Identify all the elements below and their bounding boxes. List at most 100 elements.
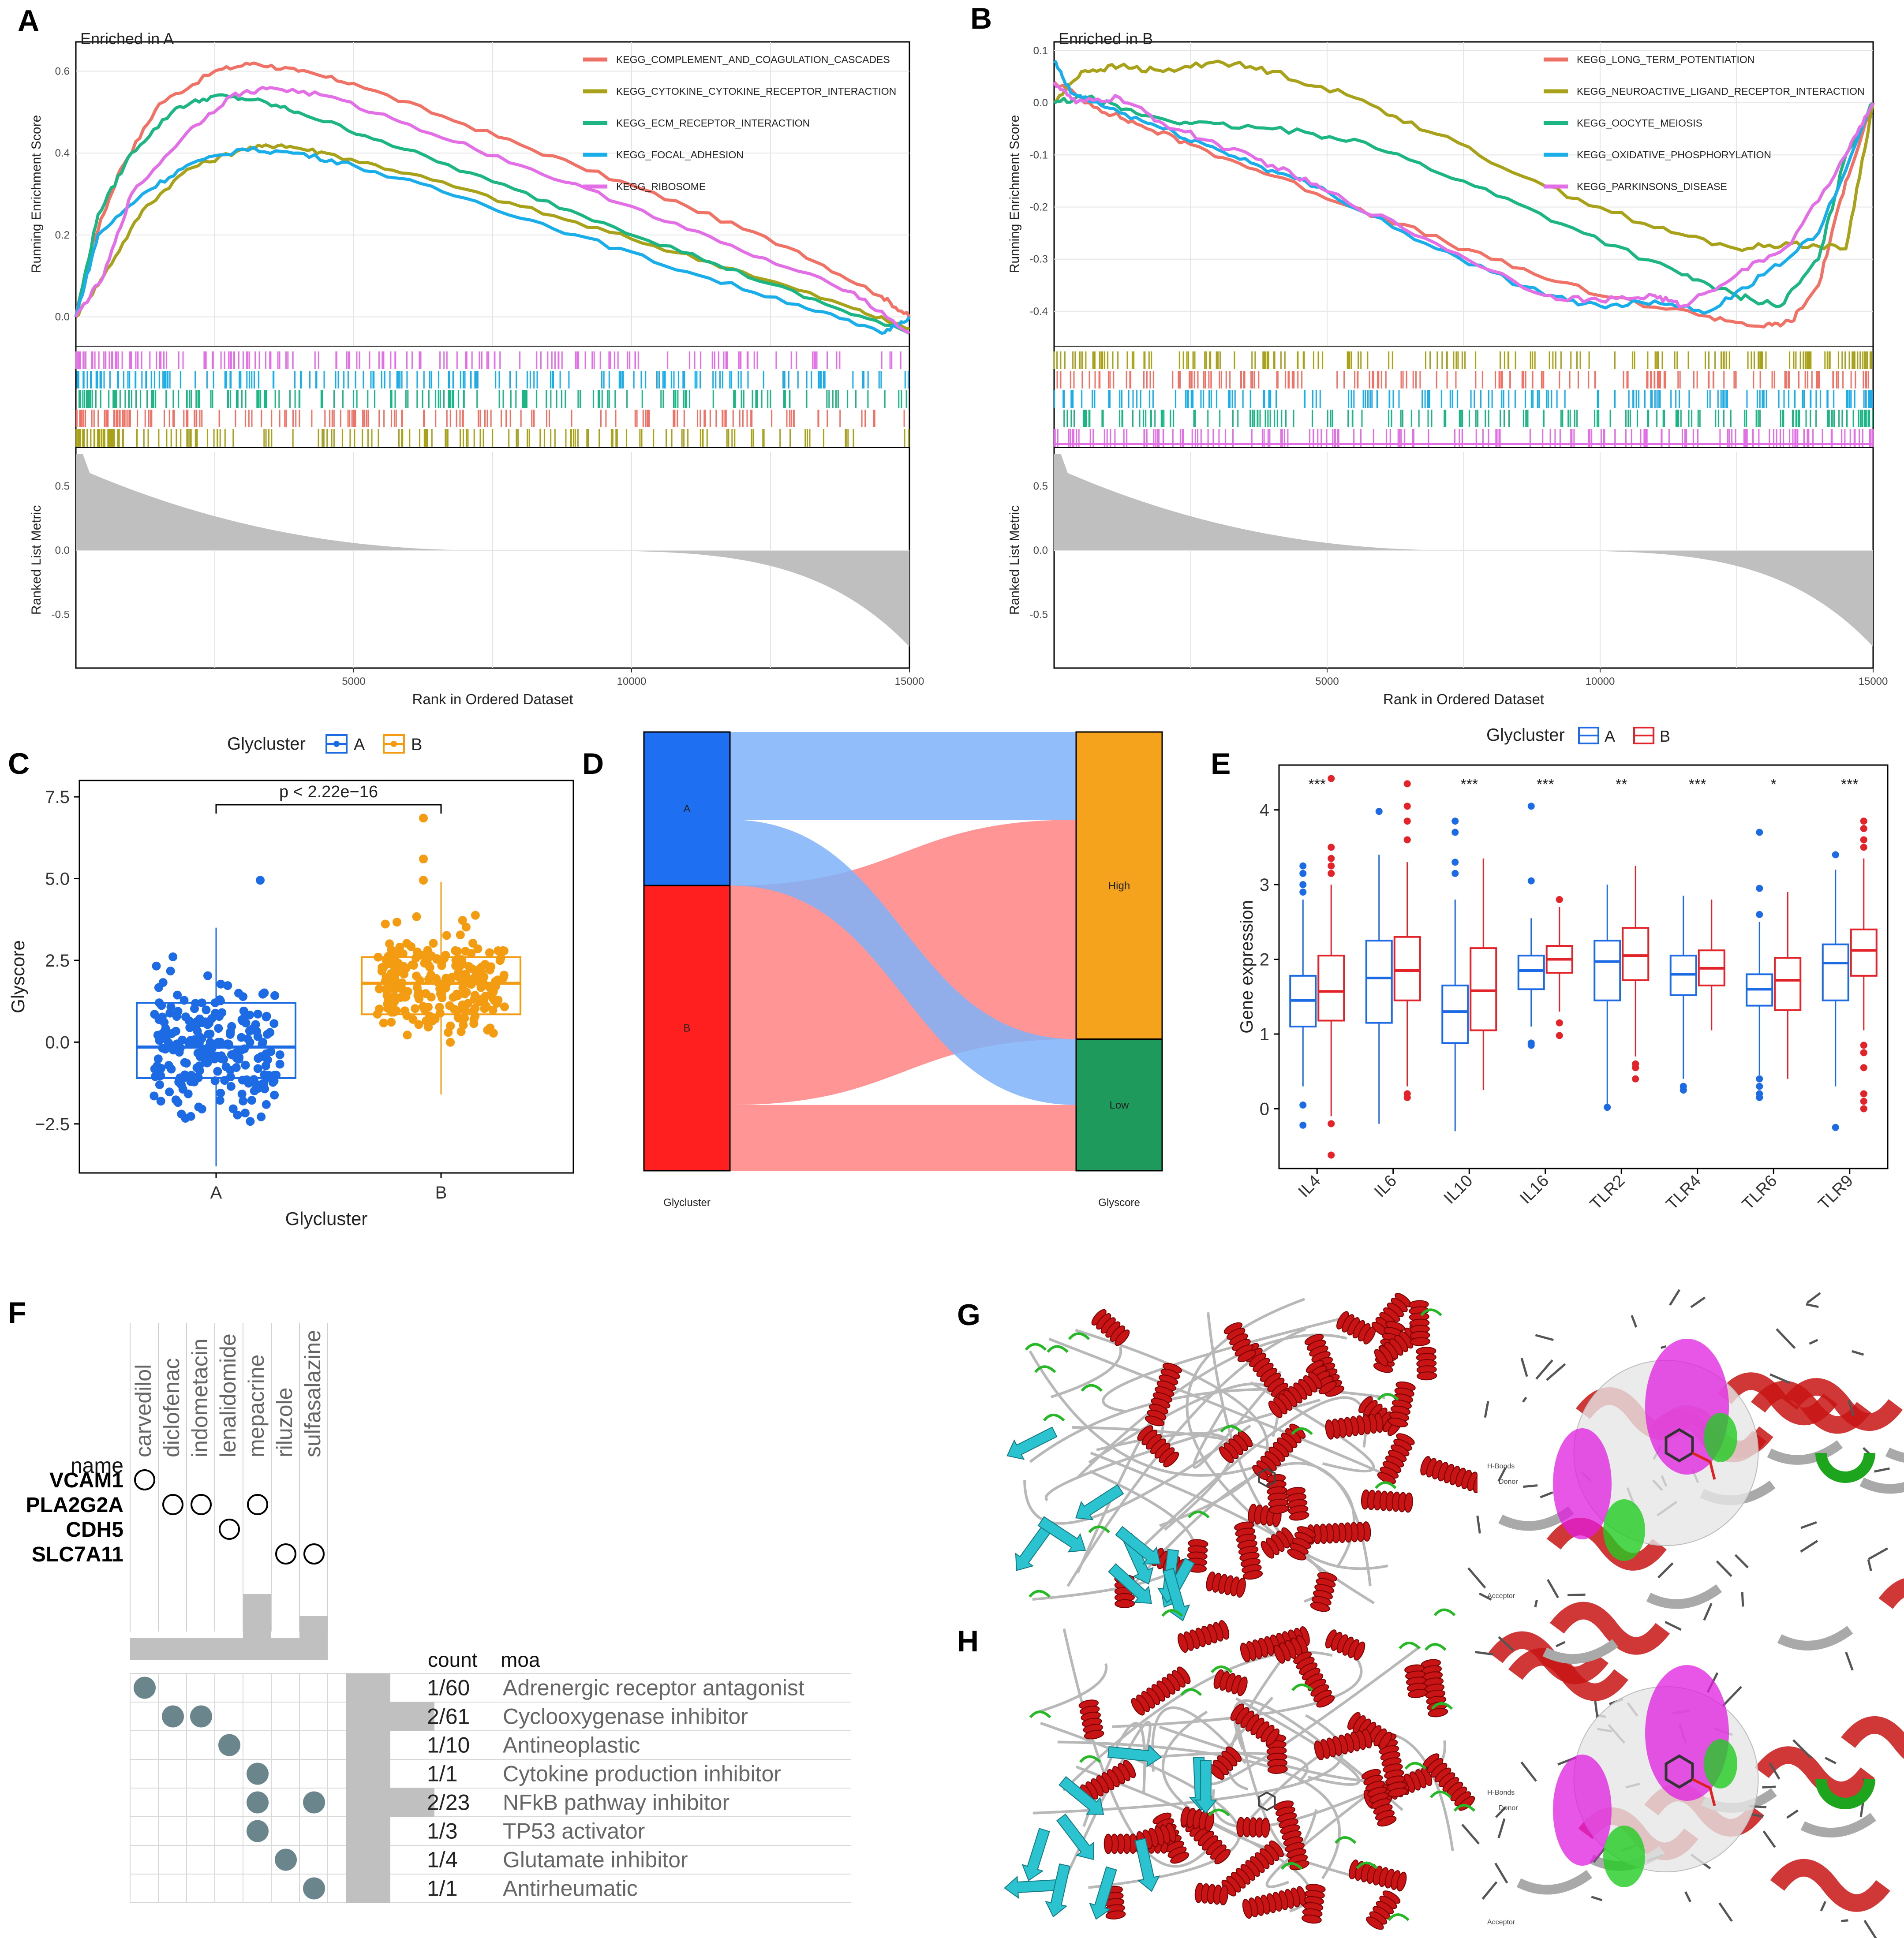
beta-sheet — [1059, 1776, 1104, 1815]
helix — [1265, 1474, 1289, 1514]
y-tick-label: 3 — [1260, 875, 1269, 895]
outlier-point — [1756, 1083, 1763, 1090]
helix-turn — [1428, 1708, 1448, 1718]
box — [1774, 957, 1802, 1011]
box — [1822, 943, 1849, 1001]
data-point — [400, 970, 408, 978]
legend-label: A — [354, 736, 365, 754]
data-point — [254, 1054, 263, 1063]
residue-stick — [1684, 1891, 1691, 1903]
outlier-point — [1680, 1087, 1687, 1094]
data-point — [263, 1030, 272, 1039]
node-label: B — [683, 1023, 690, 1034]
box — [1622, 927, 1650, 982]
helix-turn — [1145, 1415, 1165, 1426]
data-point — [499, 973, 508, 982]
data-point — [207, 1053, 216, 1062]
helix-turn — [1404, 1492, 1413, 1513]
outlier-point — [1556, 896, 1563, 903]
data-point — [206, 1038, 215, 1047]
ligand — [1258, 1468, 1276, 1488]
data-point — [262, 1100, 271, 1109]
helix — [1268, 1371, 1322, 1418]
x-tick-label: 15000 — [895, 676, 924, 687]
data-point — [150, 1064, 159, 1073]
residue-stick — [1520, 1358, 1528, 1377]
helix-turn — [1237, 1350, 1257, 1362]
outlier-point — [1860, 844, 1867, 851]
outlier-point — [1860, 1105, 1867, 1113]
y-axis-label: Glyscore — [7, 940, 28, 1013]
y-tick-label: -0.1 — [1030, 149, 1048, 161]
outlier-point — [1604, 1104, 1611, 1111]
data-point — [391, 956, 400, 966]
residue-stick — [1461, 1824, 1480, 1845]
legend-label: B — [1660, 727, 1670, 745]
data-point — [469, 1019, 479, 1028]
residue-stick — [1800, 1540, 1818, 1553]
turn — [1180, 1688, 1202, 1696]
data-point — [387, 1018, 396, 1027]
legend-label: KEGG_NEUROACTIVE_LIGAND_RECEPTOR_INTERAC… — [1577, 86, 1865, 97]
plot-frame — [79, 780, 574, 1174]
helix — [1145, 1363, 1182, 1426]
surface-legend-label: H-Bonds — [1487, 1789, 1515, 1796]
x-tick-label: 10000 — [1586, 676, 1615, 687]
data-point — [389, 999, 398, 1008]
helix-turn — [1214, 1849, 1231, 1864]
legend-swatch-dot — [391, 741, 397, 747]
coil-loop — [1023, 1424, 1251, 1525]
outlier-point — [1756, 1075, 1763, 1083]
data-point — [150, 1091, 159, 1101]
coil-loop — [1044, 1398, 1321, 1502]
data-point — [451, 956, 460, 965]
data-point — [247, 1096, 256, 1105]
x-tick-label: 5000 — [1315, 676, 1339, 687]
gene-drug-hit — [162, 1494, 183, 1515]
legend-label: KEGG_COMPLEMENT_AND_COAGULATION_CASCADES — [616, 54, 890, 65]
residue-stick — [1800, 1521, 1817, 1529]
turn — [1356, 1861, 1378, 1870]
data-point — [446, 1021, 455, 1031]
metric-tick-label: 0.5 — [1033, 481, 1048, 493]
data-point — [436, 980, 445, 989]
residue-stick — [1806, 1292, 1821, 1304]
data-point — [226, 1072, 235, 1082]
data-point — [424, 1023, 433, 1032]
data-point — [253, 1064, 262, 1073]
helix-turn — [1268, 1505, 1289, 1514]
box — [1470, 947, 1497, 1031]
data-point — [239, 1096, 248, 1105]
outlier-point — [1632, 1064, 1639, 1072]
outlier-point — [419, 855, 428, 863]
outlier-point — [1299, 1121, 1307, 1129]
helix-turn — [1242, 1899, 1253, 1919]
turn — [1068, 1332, 1090, 1341]
helix-turn — [1219, 1885, 1228, 1906]
data-point — [223, 1039, 232, 1049]
data-point — [403, 1031, 412, 1040]
x-tick-label: IL16 — [1516, 1172, 1552, 1208]
data-point — [153, 1054, 163, 1064]
y-tick-label: 0.0 — [55, 311, 70, 323]
residue-stick — [1665, 1621, 1682, 1631]
turn-ribbon — [1815, 1453, 1875, 1483]
residue-stick — [1479, 1592, 1492, 1601]
protein-ribbon-G — [1006, 1293, 1490, 1621]
helix — [1206, 1571, 1246, 1598]
coil-band — [1885, 1447, 1904, 1463]
hit-rug-KEGG_FOCAL_ADHESION — [76, 371, 909, 388]
outlier-point — [1299, 881, 1307, 889]
helix — [1293, 1651, 1335, 1708]
data-point — [226, 1030, 235, 1039]
data-point — [216, 1088, 225, 1098]
y-tick-label: 5.0 — [45, 870, 70, 889]
outlier-point — [1328, 862, 1335, 870]
significance-label: *** — [1841, 776, 1859, 793]
residue-stick — [1495, 1806, 1507, 1818]
hit-rug-KEGG_RIBOSOME — [75, 351, 902, 369]
helix — [1180, 1807, 1215, 1832]
residue-stick — [1660, 1345, 1667, 1349]
helix — [1208, 1746, 1242, 1780]
turn — [1088, 1525, 1110, 1534]
